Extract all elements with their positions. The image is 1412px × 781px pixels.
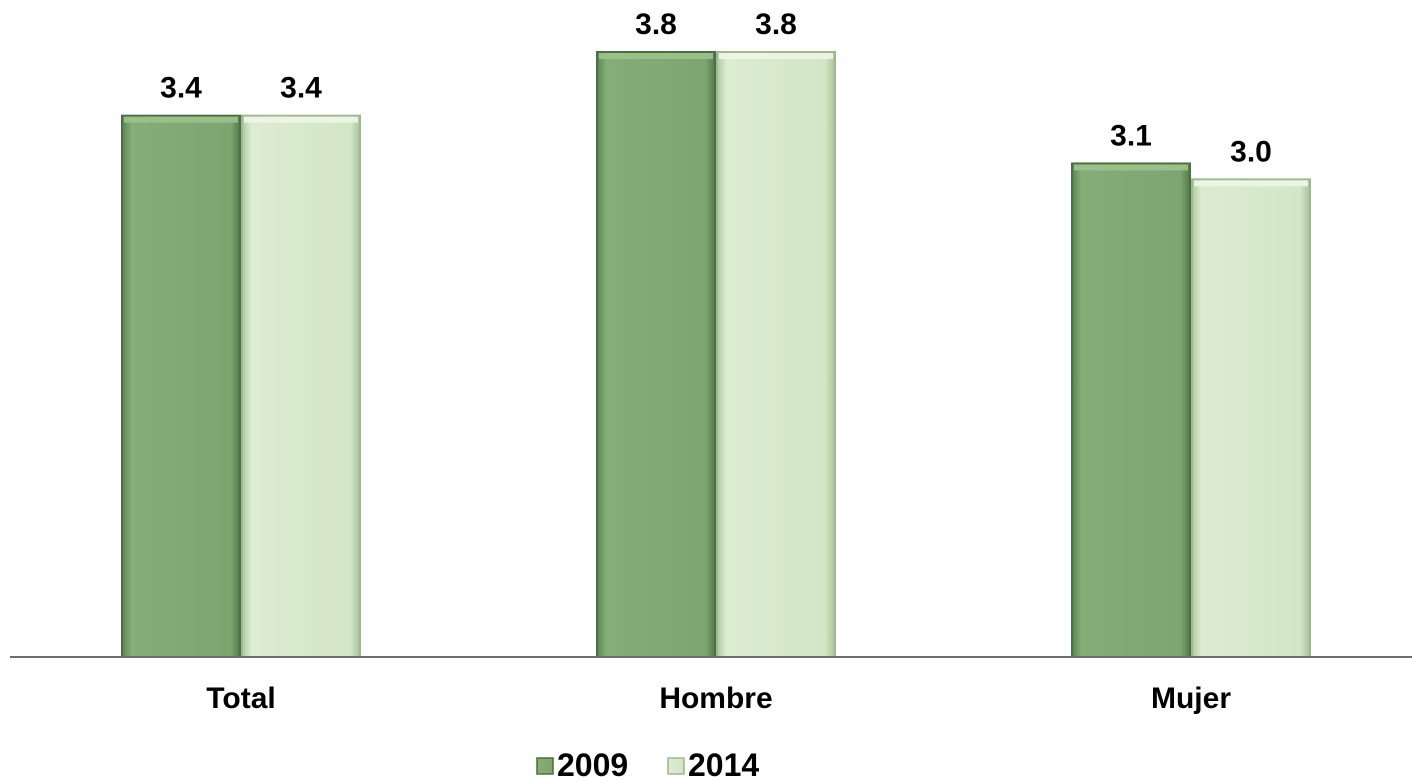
bar-2014-mujer — [1191, 178, 1311, 659]
value-label-2014-hombre: 3.8 — [755, 8, 797, 41]
bar-2014-hombre — [716, 51, 836, 658]
bar-2009-hombre — [596, 51, 716, 658]
category-label-mujer: Mujer — [1151, 682, 1231, 715]
bar-2014-total — [241, 114, 361, 659]
category-labels-layer: Total Hombre Mujer — [206, 682, 1231, 715]
legend: 2009 2014 — [536, 747, 759, 781]
value-label-2009-total: 3.4 — [160, 72, 202, 105]
legend-label-2009: 2009 — [557, 747, 628, 781]
category-label-hombre: Hombre — [659, 682, 772, 715]
bar-2009-mujer — [1071, 162, 1191, 659]
legend-item-2014: 2014 — [667, 747, 759, 781]
value-label-2014-total: 3.4 — [280, 72, 322, 105]
legend-swatch-2009 — [536, 757, 554, 775]
category-label-total: Total — [206, 682, 275, 715]
legend-item-2009: 2009 — [536, 747, 628, 781]
legend-label-2014: 2014 — [688, 747, 759, 781]
value-label-2009-mujer: 3.1 — [1110, 119, 1152, 152]
value-label-2009-hombre: 3.8 — [635, 8, 677, 41]
bar-2009-total — [121, 114, 241, 659]
value-label-2014-mujer: 3.0 — [1230, 135, 1272, 168]
legend-swatch-2014 — [667, 757, 685, 775]
value-labels-layer: 3.4 3.4 3.8 3.8 3.1 3.0 — [160, 8, 1272, 168]
